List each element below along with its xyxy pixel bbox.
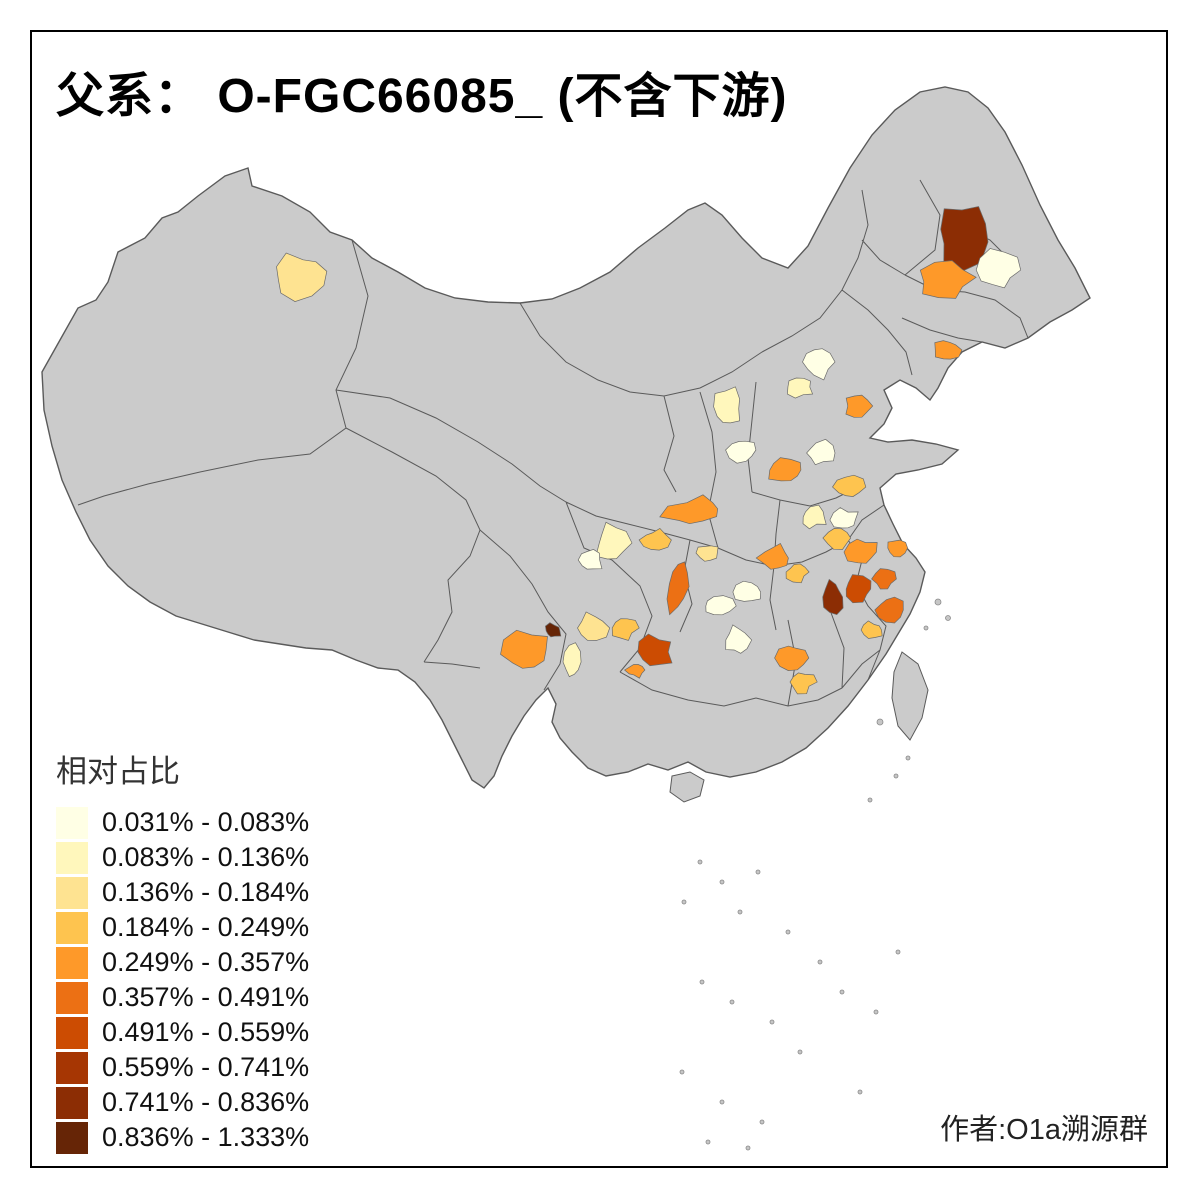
prefecture-region xyxy=(845,394,874,418)
prefecture-region xyxy=(806,438,836,466)
legend-bin-label: 0.083% - 0.136% xyxy=(102,842,310,872)
prefecture-region xyxy=(802,504,827,530)
prefecture-region xyxy=(774,645,810,671)
legend-row: 0.031% - 0.083% xyxy=(56,805,309,840)
legend-swatch xyxy=(56,806,88,839)
legend-swatch xyxy=(56,981,88,1014)
prefecture-region xyxy=(822,578,844,615)
legend-swatch xyxy=(56,946,88,979)
legend-bin-label: 0.249% - 0.357% xyxy=(102,947,310,977)
prefecture-region xyxy=(705,595,737,616)
legend-bin-label: 0.836% - 1.333% xyxy=(102,1122,310,1152)
prefecture-region xyxy=(822,528,852,550)
prefecture-region xyxy=(577,611,611,641)
legend-row: 0.249% - 0.357% xyxy=(56,945,309,980)
prefecture-region xyxy=(843,538,878,564)
prefecture-region xyxy=(732,580,761,602)
prefecture-region xyxy=(860,620,883,639)
prefecture-region xyxy=(624,664,646,679)
prefecture-region xyxy=(276,252,328,302)
plot-border xyxy=(30,30,1168,1168)
legend-bin-label: 0.559% - 0.741% xyxy=(102,1052,310,1082)
sea-islands xyxy=(679,598,951,1151)
legend: 相对占比 0.031% - 0.083% 0.083% - 0.136% 0.136… xyxy=(56,746,309,1155)
figure-title: 父系： O-FGC66085_ (不含下游) xyxy=(56,70,788,123)
prefecture-region xyxy=(725,440,757,464)
legend-row: 0.559% - 0.741% xyxy=(56,1050,309,1085)
legend-swatch xyxy=(56,911,88,944)
prefecture-region xyxy=(713,386,740,424)
prefecture-region xyxy=(755,543,789,570)
prefecture-region xyxy=(611,618,640,641)
prefecture-region xyxy=(832,474,867,497)
prefecture-region xyxy=(829,507,859,529)
prefecture-region xyxy=(789,672,818,695)
prefecture-region xyxy=(725,624,753,654)
prefecture-region xyxy=(871,568,897,590)
prefecture-region xyxy=(845,574,872,604)
prefecture-region xyxy=(768,457,802,482)
highlighted-prefectures xyxy=(276,206,1022,695)
prefecture-region xyxy=(785,563,810,584)
prefecture-region xyxy=(638,527,672,551)
legend-row: 0.491% - 0.559% xyxy=(56,1015,309,1050)
prefecture-region xyxy=(545,622,562,638)
legend-swatch xyxy=(56,1086,88,1119)
legend-bin-label: 0.031% - 0.083% xyxy=(102,807,310,837)
hainan-island xyxy=(669,771,705,803)
legend-row: 0.357% - 0.491% xyxy=(56,980,309,1015)
prefecture-region xyxy=(637,633,673,667)
legend-bin-label: 0.184% - 0.249% xyxy=(102,912,310,942)
legend-title: 相对占比 xyxy=(56,754,180,789)
legend-rows: 0.031% - 0.083% 0.083% - 0.136% 0.136% - 0… xyxy=(56,805,309,1155)
legend-swatch xyxy=(56,876,88,909)
legend-bin-label: 0.136% - 0.184% xyxy=(102,877,310,907)
legend-bin-label: 0.741% - 0.836% xyxy=(102,1087,310,1117)
prefecture-region xyxy=(659,494,719,525)
author-credit: 作者:O1a溯源群 xyxy=(940,1114,1148,1146)
prefecture-region xyxy=(787,377,814,399)
prefecture-region xyxy=(577,549,603,570)
legend-row: 0.184% - 0.249% xyxy=(56,910,309,945)
legend-swatch xyxy=(56,1051,88,1084)
prefecture-region xyxy=(934,340,963,360)
prefecture-region xyxy=(595,521,633,560)
prefecture-region xyxy=(919,260,977,299)
legend-row: 0.836% - 1.333% xyxy=(56,1120,309,1155)
legend-swatch xyxy=(56,1121,88,1154)
prefecture-region xyxy=(562,642,582,678)
legend-row: 0.083% - 0.136% xyxy=(56,840,309,875)
legend-row: 0.136% - 0.184% xyxy=(56,875,309,910)
prefecture-region xyxy=(666,561,690,616)
prefecture-region xyxy=(500,629,548,669)
legend-swatch xyxy=(56,1016,88,1049)
prefecture-region xyxy=(975,248,1022,289)
prefecture-region xyxy=(887,539,908,558)
prefecture-region xyxy=(940,206,989,272)
china-mainland xyxy=(41,86,1091,789)
legend-bin-label: 0.491% - 0.559% xyxy=(102,1017,310,1047)
legend-row: 0.741% - 0.836% xyxy=(56,1085,309,1120)
legend-bin-label: 0.357% - 0.491% xyxy=(102,982,310,1012)
legend-swatch xyxy=(56,841,88,874)
prefecture-region xyxy=(695,545,719,562)
prefecture-region xyxy=(874,596,904,624)
taiwan-island xyxy=(891,651,929,741)
prefecture-region xyxy=(802,348,836,381)
